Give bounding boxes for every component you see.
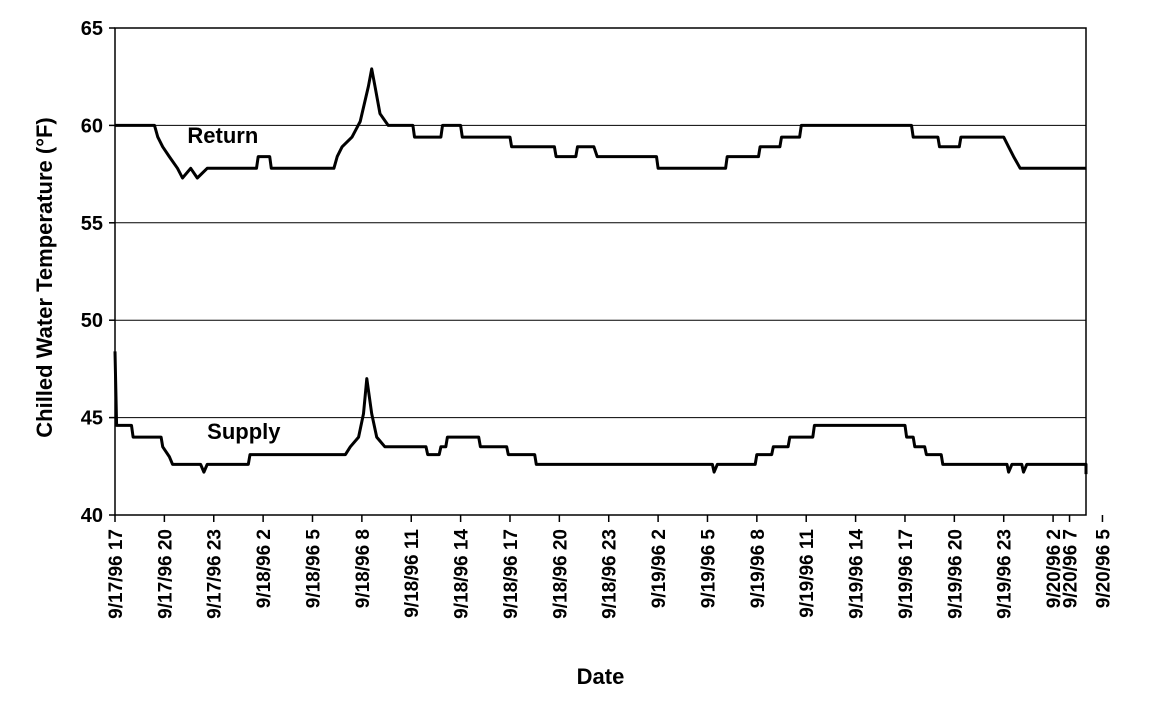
x-tick-label: 9/17/96 23: [205, 529, 226, 619]
x-tick-label: 9/18/96 5: [303, 529, 324, 609]
series-line-return: [115, 67, 1086, 180]
y-axis-ticks: 40 45 50 55 60 65: [81, 18, 115, 527]
x-axis-ticks: 9/17/96 17 9/17/96 20 9/17/96 23 9/18/96 2 9…: [106, 515, 1114, 619]
y-axis-title: Chilled Water Temperature (°F): [32, 117, 57, 438]
x-tick-label: 9/20/96 5: [1093, 529, 1114, 609]
series-lines: [113, 67, 1088, 475]
x-tick-label: 9/19/96 20: [945, 529, 966, 619]
plot-area-frame: [114, 27, 1087, 516]
supply-series-label: Supply: [207, 419, 281, 444]
x-tick-label: 9/19/96 5: [698, 529, 719, 609]
x-tick-label: 9/18/96 14: [452, 529, 473, 619]
y-tick-label: 45: [81, 408, 103, 430]
x-tick-label: 9/19/96 11: [797, 529, 818, 618]
y-tick-label: 60: [81, 115, 103, 137]
x-tick-label: 9/19/96 17: [896, 529, 917, 619]
x-tick-label: 9/18/96 23: [600, 529, 621, 619]
x-axis-title: Date: [577, 664, 625, 689]
y-tick-label: 40: [81, 505, 103, 527]
x-tick-label: 9/18/96 20: [550, 529, 571, 619]
gridlines: [115, 124, 1086, 419]
x-tick-label: 9/18/96 17: [501, 529, 522, 619]
y-tick-label: 50: [81, 310, 103, 332]
y-tick-label: 55: [81, 213, 103, 235]
x-tick-label: 9/19/96 23: [995, 529, 1016, 619]
x-tick-label: 9/20/96 7: [1061, 529, 1082, 608]
x-tick-label: 9/20/96 2: [1044, 529, 1065, 608]
x-tick-label: 9/19/96 8: [748, 529, 769, 608]
x-tick-label: 9/18/96 2: [254, 529, 275, 608]
x-tick-label: 9/19/96 14: [847, 529, 868, 619]
x-tick-label: 9/18/96 8: [353, 529, 374, 608]
x-tick-label: 9/17/96 20: [155, 529, 176, 619]
series-line-supply: [113, 351, 1088, 475]
x-tick-label: 9/19/96 2: [649, 529, 670, 608]
x-tick-label: 9/17/96 17: [106, 529, 127, 619]
return-series-label: Return: [187, 123, 258, 148]
y-tick-label: 65: [81, 18, 103, 40]
x-tick-label: 9/18/96 11: [402, 529, 423, 618]
